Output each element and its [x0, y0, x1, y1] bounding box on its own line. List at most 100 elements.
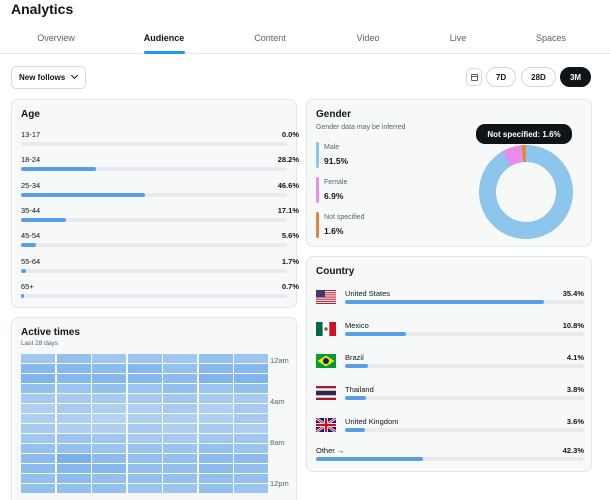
heatmap-cell[interactable] — [92, 424, 126, 433]
donut-slice-male[interactable] — [479, 145, 573, 239]
heatmap-cell[interactable] — [163, 464, 197, 473]
tab-spaces[interactable]: Spaces — [535, 33, 567, 43]
heatmap-cell[interactable] — [92, 374, 126, 383]
tab-audience[interactable]: Audience — [143, 33, 185, 43]
heatmap-cell[interactable] — [21, 454, 55, 463]
heatmap-cell[interactable] — [56, 374, 91, 383]
heatmap-cell[interactable] — [198, 384, 233, 393]
heatmap-cell[interactable] — [21, 374, 55, 383]
heatmap-cell[interactable] — [163, 434, 197, 443]
country-row[interactable]: Thailand 3.8% — [316, 385, 584, 406]
heatmap-cell[interactable] — [127, 424, 162, 433]
heatmap-cell[interactable] — [234, 364, 268, 373]
tab-content[interactable]: Content — [254, 33, 286, 43]
heatmap-cell[interactable] — [92, 404, 126, 413]
heatmap-cell[interactable] — [21, 484, 55, 493]
heatmap-cell[interactable] — [163, 424, 197, 433]
heatmap-cell[interactable] — [56, 434, 91, 443]
heatmap-cell[interactable] — [127, 414, 162, 423]
heatmap-cell[interactable] — [198, 444, 233, 453]
heatmap-cell[interactable] — [198, 424, 233, 433]
heatmap-cell[interactable] — [56, 464, 91, 473]
heatmap-cell[interactable] — [56, 484, 91, 493]
metric-dropdown[interactable]: New follows — [11, 66, 86, 89]
heatmap-cell[interactable] — [21, 424, 55, 433]
heatmap-cell[interactable] — [56, 364, 91, 373]
heatmap-cell[interactable] — [234, 434, 268, 443]
heatmap-cell[interactable] — [21, 394, 55, 403]
heatmap-cell[interactable] — [127, 454, 162, 463]
heatmap-cell[interactable] — [198, 404, 233, 413]
heatmap-cell[interactable] — [198, 354, 233, 363]
heatmap-cell[interactable] — [163, 364, 197, 373]
calendar-button[interactable] — [466, 68, 482, 86]
heatmap-cell[interactable] — [92, 434, 126, 443]
heatmap-cell[interactable] — [234, 484, 268, 493]
heatmap-cell[interactable] — [21, 364, 55, 373]
heatmap-cell[interactable] — [198, 364, 233, 373]
heatmap-cell[interactable] — [92, 394, 126, 403]
other-link[interactable]: Other → — [316, 446, 345, 455]
heatmap-cell[interactable] — [234, 354, 268, 363]
heatmap-cell[interactable] — [21, 404, 55, 413]
heatmap-cell[interactable] — [234, 454, 268, 463]
country-row[interactable]: United States 35.4% — [316, 289, 584, 310]
heatmap-cell[interactable] — [56, 354, 91, 363]
heatmap-cell[interactable] — [234, 474, 268, 483]
heatmap-cell[interactable] — [92, 364, 126, 373]
range-3m-button[interactable]: 3M — [560, 67, 591, 87]
heatmap-cell[interactable] — [127, 474, 162, 483]
heatmap-cell[interactable] — [127, 444, 162, 453]
heatmap-cell[interactable] — [56, 474, 91, 483]
heatmap-cell[interactable] — [56, 424, 91, 433]
heatmap-cell[interactable] — [198, 414, 233, 423]
country-row[interactable]: United Kingdom 3.6% — [315, 416, 584, 438]
heatmap-cell[interactable] — [21, 474, 55, 483]
heatmap-cell[interactable] — [127, 484, 162, 493]
heatmap-cell[interactable] — [21, 464, 55, 473]
heatmap-cell[interactable] — [21, 434, 55, 443]
heatmap-cell[interactable] — [163, 394, 197, 403]
heatmap-cell[interactable] — [163, 374, 197, 383]
heatmap-cell[interactable] — [56, 444, 91, 453]
heatmap-cell[interactable] — [163, 354, 197, 363]
heatmap-cell[interactable] — [198, 474, 233, 483]
range-28d-button[interactable]: 28D — [521, 67, 556, 87]
heatmap-cell[interactable] — [21, 354, 55, 363]
heatmap-cell[interactable] — [92, 474, 126, 483]
heatmap-cell[interactable] — [234, 404, 268, 413]
heatmap-cell[interactable] — [21, 414, 55, 423]
heatmap-cell[interactable] — [92, 384, 126, 393]
heatmap-cell[interactable] — [127, 464, 162, 473]
heatmap-cell[interactable] — [198, 434, 233, 443]
tab-overview[interactable]: Overview — [37, 33, 75, 43]
heatmap-cell[interactable] — [92, 444, 126, 453]
heatmap-cell[interactable] — [163, 474, 197, 483]
heatmap-cell[interactable] — [163, 384, 197, 393]
heatmap-cell[interactable] — [127, 354, 162, 363]
heatmap-cell[interactable] — [163, 414, 197, 423]
heatmap-cell[interactable] — [56, 404, 91, 413]
heatmap-cell[interactable] — [127, 404, 162, 413]
heatmap-cell[interactable] — [92, 464, 126, 473]
heatmap-cell[interactable] — [92, 454, 126, 463]
heatmap-cell[interactable] — [234, 464, 268, 473]
heatmap-cell[interactable] — [127, 394, 162, 403]
tab-video[interactable]: Video — [356, 33, 380, 43]
heatmap-cell[interactable] — [127, 384, 162, 393]
heatmap-cell[interactable] — [92, 354, 126, 363]
heatmap-cell[interactable] — [198, 464, 233, 473]
heatmap-cell[interactable] — [198, 454, 233, 463]
heatmap-cell[interactable] — [198, 374, 233, 383]
country-row[interactable]: Mexico 10.8% — [316, 321, 584, 342]
heatmap-cell[interactable] — [56, 384, 91, 393]
heatmap-cell[interactable] — [21, 384, 55, 393]
heatmap-cell[interactable] — [127, 364, 162, 373]
heatmap-cell[interactable] — [234, 374, 268, 383]
heatmap-cell[interactable] — [198, 394, 233, 403]
heatmap-cell[interactable] — [21, 444, 55, 453]
heatmap-cell[interactable] — [163, 404, 197, 413]
heatmap-cell[interactable] — [56, 414, 91, 423]
country-row-other[interactable]: Other → 42.3% — [316, 446, 584, 466]
heatmap-cell[interactable] — [234, 444, 268, 453]
